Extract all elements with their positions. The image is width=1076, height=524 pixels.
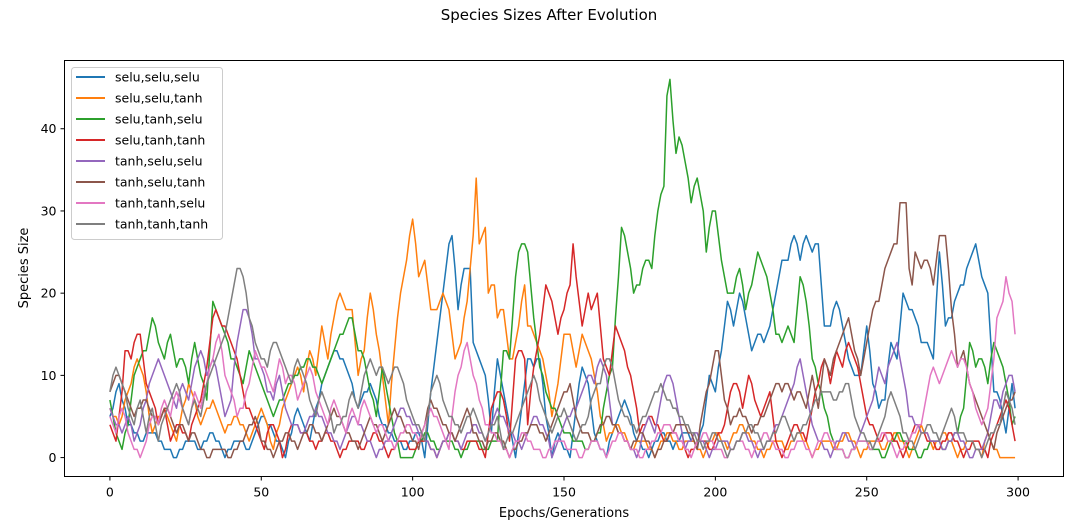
- series-line-selu-selu-selu: [109, 234, 1016, 459]
- legend-label: tanh,selu,selu: [115, 154, 203, 169]
- y-axis: 0 10 20 30 40: [41, 121, 65, 465]
- x-axis-label: Epochs/Generations: [499, 506, 629, 521]
- series-layer: [109, 78, 1016, 459]
- legend-label: tanh,tanh,selu: [115, 196, 205, 211]
- legend-label: selu,selu,tanh: [115, 91, 203, 106]
- series-line-tanh-tanh-selu: [109, 275, 1016, 459]
- series-line-tanh-selu-tanh: [109, 201, 1016, 459]
- y-tick-label: 0: [49, 450, 57, 465]
- x-tick-label: 50: [253, 485, 269, 500]
- y-tick-label: 30: [41, 203, 57, 218]
- y-tick-label: 40: [41, 121, 57, 136]
- x-axis: 0 50 100 150 200 250 300: [106, 476, 1030, 500]
- series-line-selu-selu-tanh: [109, 177, 1016, 459]
- x-tick-label: 150: [552, 485, 576, 500]
- legend-label: selu,tanh,selu: [115, 112, 203, 127]
- y-axis-label: Species Size: [17, 228, 32, 309]
- x-tick-label: 100: [401, 485, 425, 500]
- series-line-selu-tanh-selu: [109, 78, 1016, 459]
- x-tick-label: 200: [703, 485, 727, 500]
- series-line-tanh-tanh-tanh: [109, 267, 1016, 459]
- x-tick-label: 0: [106, 485, 114, 500]
- y-tick-label: 10: [41, 368, 57, 383]
- legend-label: selu,tanh,tanh: [115, 133, 205, 148]
- y-tick-label: 20: [41, 286, 57, 301]
- x-tick-label: 250: [855, 485, 879, 500]
- x-tick-label: 300: [1006, 485, 1030, 500]
- legend: selu,selu,selu selu,selu,tanh selu,tanh,se…: [71, 67, 223, 240]
- legend-label: tanh,selu,tanh: [115, 175, 205, 190]
- legend-label: selu,selu,selu: [115, 70, 200, 85]
- legend-box: [71, 67, 223, 240]
- chart-title: Species Sizes After Evolution: [441, 6, 658, 24]
- legend-label: tanh,tanh,tanh: [115, 217, 208, 232]
